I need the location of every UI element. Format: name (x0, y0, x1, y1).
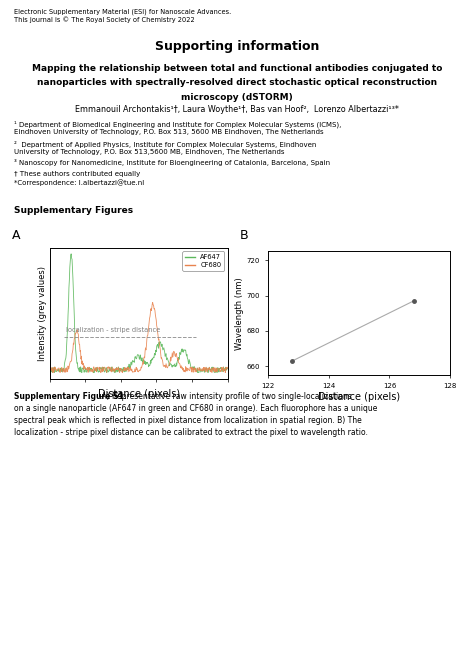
Text: B: B (239, 229, 248, 242)
Text: spectral peak which is reflected in pixel distance from localization in spatial : spectral peak which is reflected in pixe… (14, 416, 362, 425)
Text: nanoparticles with spectrally-resolved direct stochastic optical reconstruction: nanoparticles with spectrally-resolved d… (37, 78, 437, 87)
Text: Emmanouil Archontakis¹†, Laura Woythe¹†, Bas van Hoof²,  Lorenzo Albertazzi¹³*: Emmanouil Archontakis¹†, Laura Woythe¹†,… (75, 105, 399, 113)
Text: *Correspondence: l.albertazzi@tue.nl: *Correspondence: l.albertazzi@tue.nl (14, 180, 145, 186)
Text: ²  Department of Applied Physics, Institute for Complex Molecular Systems, Eindh: ² Department of Applied Physics, Institu… (14, 141, 317, 155)
Y-axis label: Wavelength (nm): Wavelength (nm) (235, 277, 244, 350)
Text: † These authors contributed equally: † These authors contributed equally (14, 171, 140, 177)
Text: localization - stripe pixel distance can be calibrated to extract the pixel to w: localization - stripe pixel distance can… (14, 428, 368, 437)
X-axis label: Distance (pixels): Distance (pixels) (98, 389, 180, 399)
Legend: AF647, CF680: AF647, CF680 (182, 251, 224, 271)
X-axis label: Distance (pixels): Distance (pixels) (318, 392, 400, 401)
Text: A: A (12, 229, 20, 242)
Text: A) Representative raw intensity profile of two single-localizations: A) Representative raw intensity profile … (99, 392, 351, 401)
Y-axis label: Intensity (grey values): Intensity (grey values) (38, 266, 47, 360)
Text: This journal is © The Royal Society of Chemistry 2022: This journal is © The Royal Society of C… (14, 17, 195, 23)
Text: Electronic Supplementary Material (ESI) for Nanoscale Advances.: Electronic Supplementary Material (ESI) … (14, 8, 231, 15)
Text: Mapping the relationship between total and functional antibodies conjugated to: Mapping the relationship between total a… (32, 64, 442, 72)
Text: microscopy (dSTORM): microscopy (dSTORM) (181, 93, 293, 102)
Text: on a single nanoparticle (AF647 in green and CF680 in orange). Each fluorophore : on a single nanoparticle (AF647 in green… (14, 404, 378, 413)
Text: Supplementary Figures: Supplementary Figures (14, 206, 133, 215)
Text: Supplementary Figure S1.: Supplementary Figure S1. (14, 392, 127, 401)
Text: ¹ Department of Biomedical Engineering and Institute for Complex Molecular Syste: ¹ Department of Biomedical Engineering a… (14, 121, 342, 135)
Text: ³ Nanoscopy for Nanomedicine, Institute for Bioengineering of Catalonia, Barcelo: ³ Nanoscopy for Nanomedicine, Institute … (14, 159, 330, 165)
Text: Supporting information: Supporting information (155, 40, 319, 53)
Text: localization - stripe distance: localization - stripe distance (66, 327, 160, 333)
